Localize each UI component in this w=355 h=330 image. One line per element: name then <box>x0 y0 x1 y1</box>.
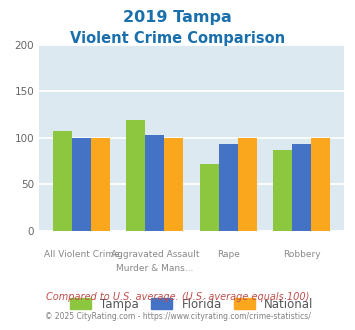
Text: 2019 Tampa: 2019 Tampa <box>123 10 232 25</box>
Bar <box>238 138 257 231</box>
Text: Violent Crime Comparison: Violent Crime Comparison <box>70 31 285 46</box>
Text: Aggravated Assault: Aggravated Assault <box>111 250 199 259</box>
Bar <box>293 144 311 231</box>
Bar <box>273 150 293 231</box>
Legend: Tampa, Florida, National: Tampa, Florida, National <box>65 293 318 315</box>
Text: Robbery: Robbery <box>283 250 321 259</box>
Bar <box>53 131 72 231</box>
Bar <box>164 138 184 231</box>
Bar <box>146 135 164 231</box>
Bar <box>91 138 110 231</box>
Text: All Violent Crime: All Violent Crime <box>44 250 119 259</box>
Bar <box>200 164 219 231</box>
Bar <box>219 144 238 231</box>
Text: Rape: Rape <box>217 250 240 259</box>
Bar <box>311 138 331 231</box>
Bar <box>126 120 146 231</box>
Text: © 2025 CityRating.com - https://www.cityrating.com/crime-statistics/: © 2025 CityRating.com - https://www.city… <box>45 312 310 321</box>
Text: Compared to U.S. average. (U.S. average equals 100): Compared to U.S. average. (U.S. average … <box>46 292 309 302</box>
Bar <box>72 138 91 231</box>
Text: Murder & Mans...: Murder & Mans... <box>116 264 193 273</box>
